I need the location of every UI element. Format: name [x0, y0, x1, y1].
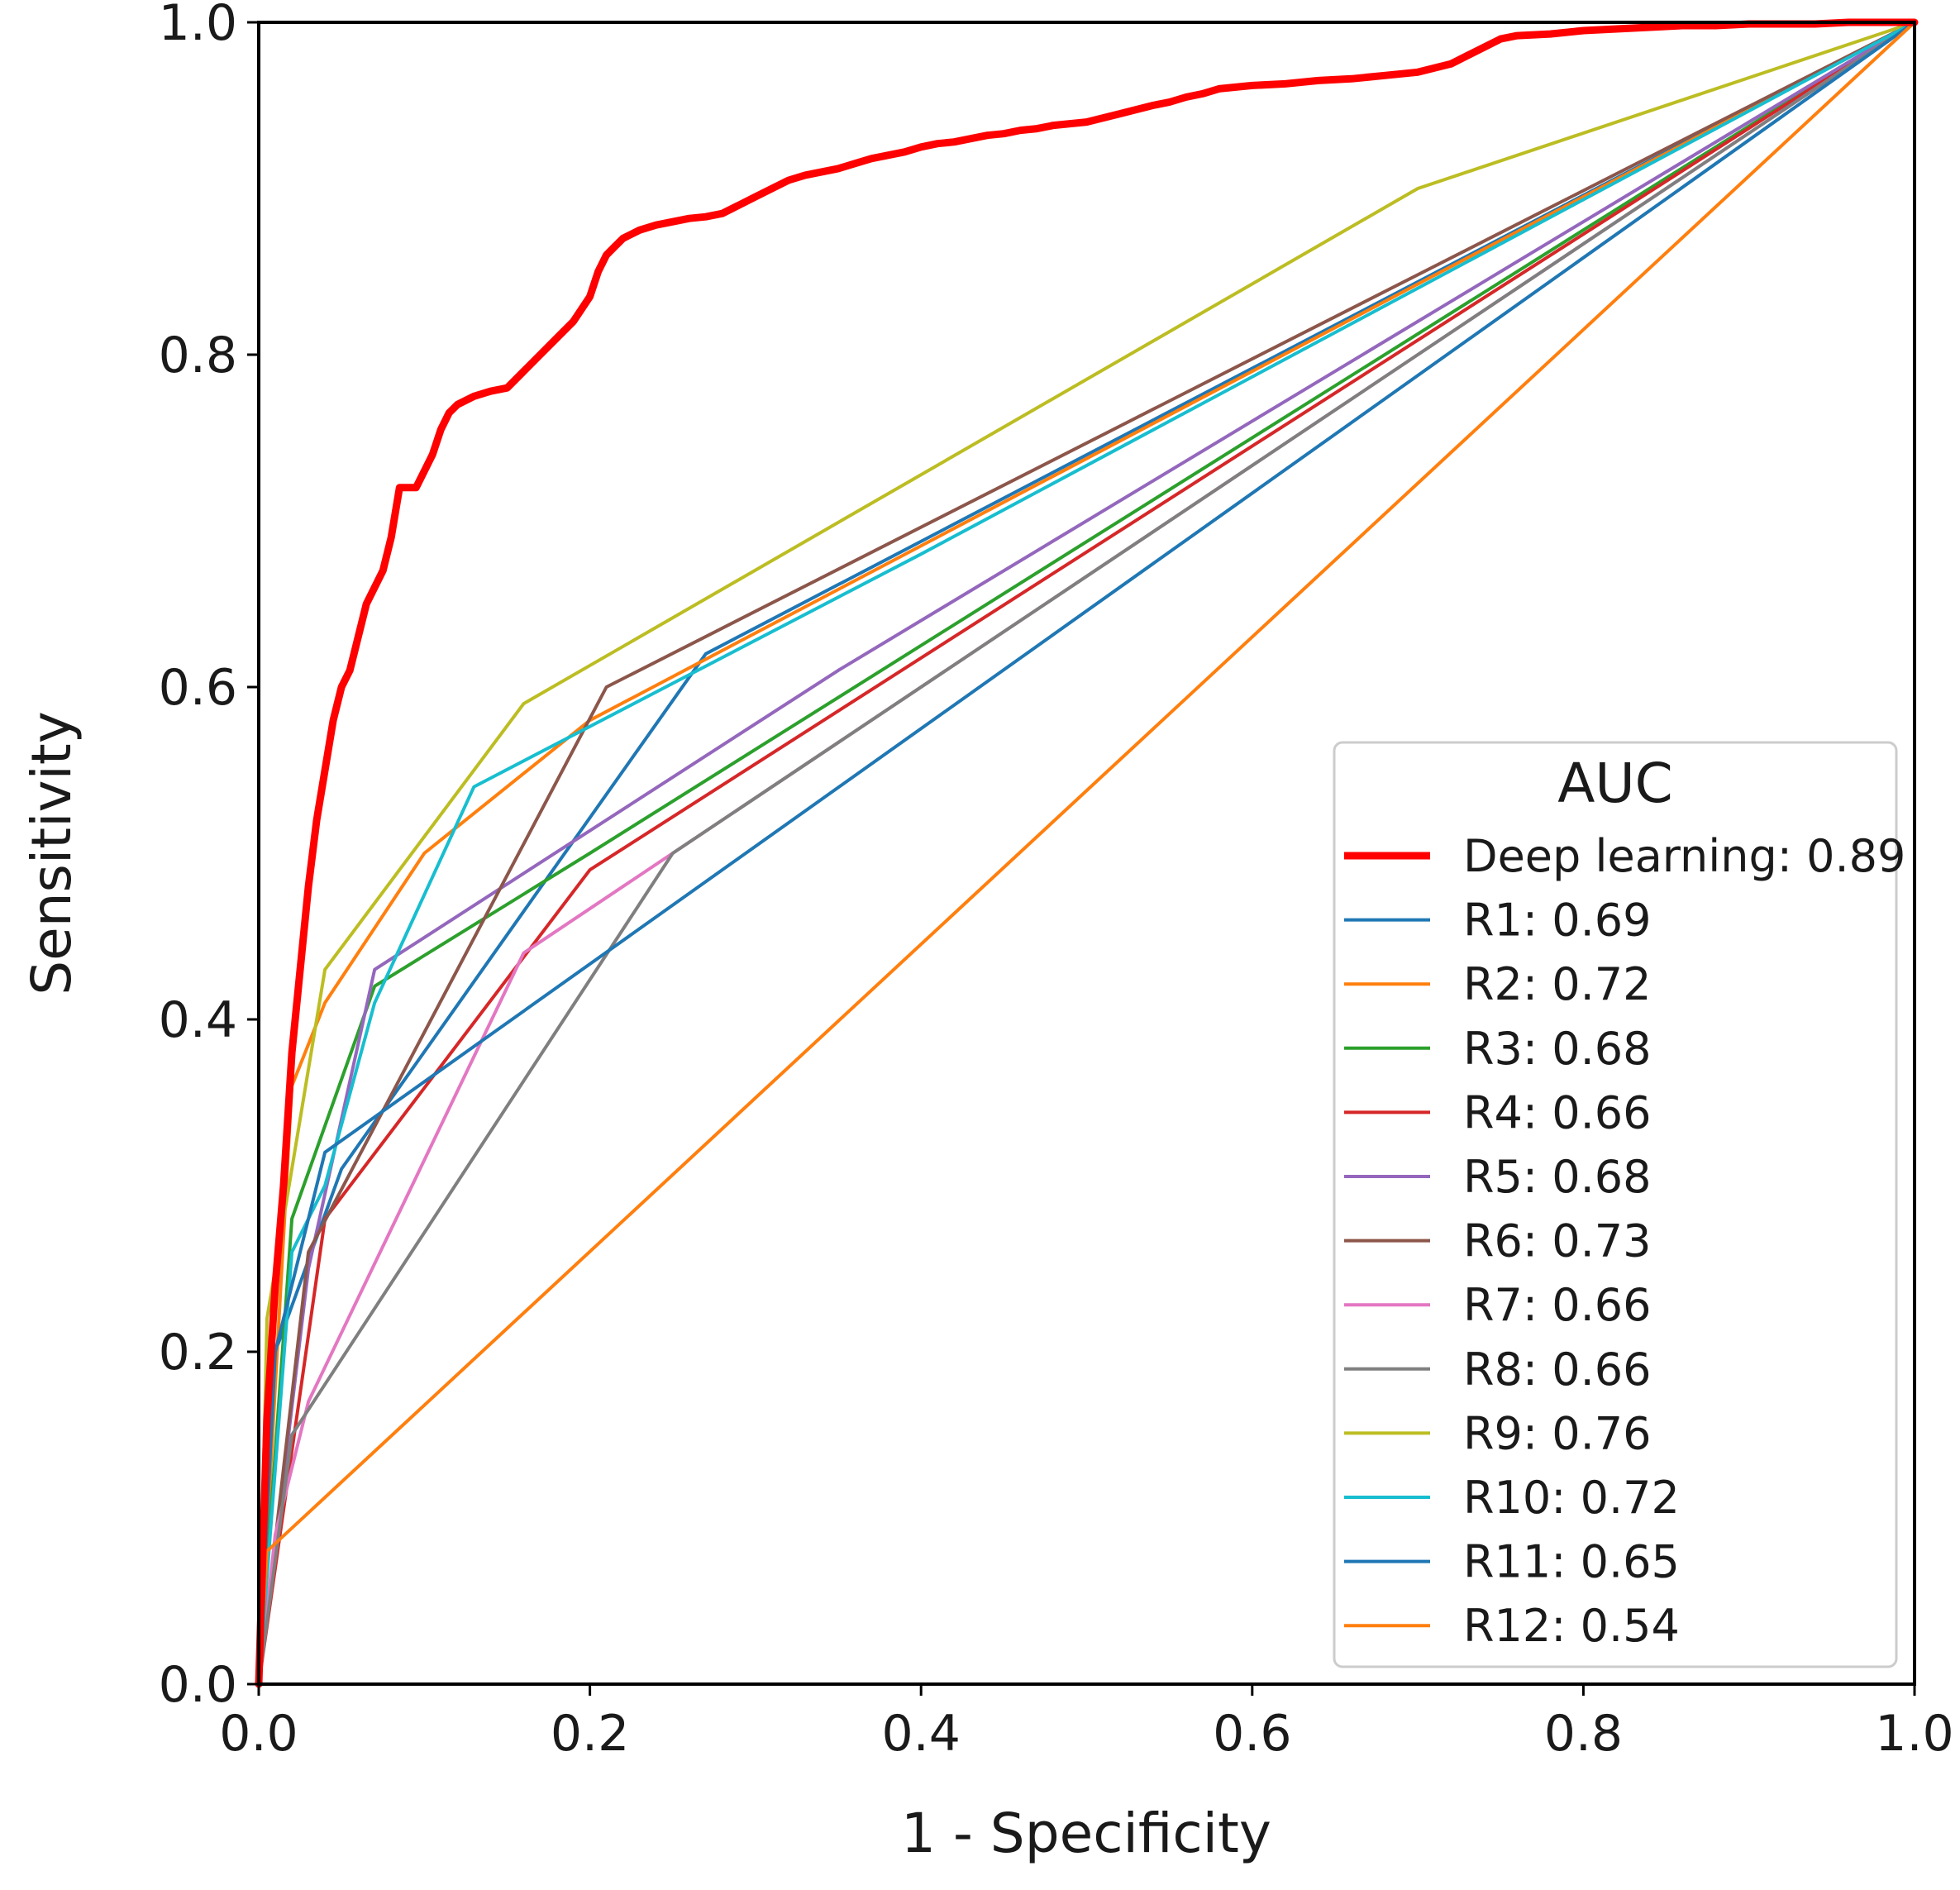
legend-item-r4: R4: 0.66 — [1344, 1086, 1651, 1138]
legend-label-r1: R1: 0.69 — [1463, 895, 1651, 947]
series-line-r4 — [257, 21, 1916, 1686]
y-tick-label: 0.0 — [159, 1656, 237, 1714]
x-tick-label: 0.4 — [881, 1705, 960, 1763]
legend-label-r6: R6: 0.73 — [1463, 1215, 1651, 1267]
legend-item-r2: R2: 0.72 — [1344, 958, 1651, 1010]
y-tick-label: 0.8 — [159, 327, 237, 384]
legend-label-r7: R7: 0.66 — [1463, 1279, 1651, 1331]
legend-item-deep-learning: Deep learning: 0.89 — [1344, 830, 1905, 882]
legend-label-r3: R3: 0.68 — [1463, 1023, 1651, 1075]
x-tick-label: 1.0 — [1875, 1705, 1953, 1763]
y-tick-label: 0.6 — [159, 659, 237, 717]
legend-item-r9: R9: 0.76 — [1344, 1407, 1651, 1459]
legend-item-r6: R6: 0.73 — [1344, 1215, 1651, 1267]
x-tick-label: 0.0 — [219, 1705, 298, 1763]
series-lines-layer — [255, 18, 1919, 1688]
axis-ticks-layer: 0.0 0.2 0.4 0.6 0.8 1.0 0.0 0.2 0.4 0.6 0.8 1.0 — [159, 0, 1954, 1763]
legend-label-deep-learning: Deep learning: 0.89 — [1463, 830, 1905, 882]
x-tick-label: 0.6 — [1213, 1705, 1291, 1763]
legend-item-r1: R1: 0.69 — [1344, 895, 1651, 947]
series-line-r3 — [257, 21, 1916, 1686]
x-tick-label: 0.8 — [1544, 1705, 1623, 1763]
legend-item-r8: R8: 0.66 — [1344, 1344, 1651, 1396]
series-line-r9 — [257, 21, 1916, 1686]
x-axis-label: 1 - Specificity — [901, 1802, 1271, 1865]
legend-label-r2: R2: 0.72 — [1463, 958, 1651, 1010]
y-axis-label: Sensitivity — [20, 711, 83, 995]
legend-item-r5: R5: 0.68 — [1344, 1151, 1651, 1203]
legend-item-r11: R11: 0.65 — [1344, 1536, 1680, 1588]
legend-box — [1333, 741, 1898, 1668]
legend-label-r10: R10: 0.72 — [1463, 1472, 1680, 1524]
legend-label-r9: R9: 0.76 — [1463, 1407, 1651, 1459]
series-line-r8 — [257, 21, 1916, 1686]
legend-label-r11: R11: 0.65 — [1463, 1536, 1680, 1588]
plot-frame — [257, 21, 1916, 1686]
y-tick-label: 0.2 — [159, 1324, 237, 1382]
legend-items: Deep learning: 0.89 R1: 0.69 R2: 0.72 R3: 0… — [1344, 830, 1905, 1652]
legend-label-r12: R12: 0.54 — [1463, 1600, 1680, 1652]
series-line-r10 — [257, 21, 1916, 1686]
legend-label-r5: R5: 0.68 — [1463, 1151, 1651, 1203]
legend-item-r7: R7: 0.66 — [1344, 1279, 1651, 1331]
legend-item-r3: R3: 0.68 — [1344, 1023, 1651, 1075]
legend-label-r8: R8: 0.66 — [1463, 1344, 1651, 1396]
x-tick-label: 0.2 — [551, 1705, 629, 1763]
legend-item-r12: R12: 0.54 — [1344, 1600, 1680, 1652]
series-line-deep-learning — [255, 18, 1919, 1688]
legend-item-r10: R10: 0.72 — [1344, 1472, 1680, 1524]
legend-label-r4: R4: 0.66 — [1463, 1086, 1651, 1138]
legend: AUC Deep learning: 0.89 R1: 0.69 R2: 0.72 R… — [1333, 741, 1905, 1668]
series-line-r6 — [257, 21, 1916, 1686]
legend-title: AUC — [1557, 752, 1673, 815]
y-tick-label: 0.4 — [159, 991, 237, 1049]
y-tick-label: 1.0 — [159, 0, 237, 52]
